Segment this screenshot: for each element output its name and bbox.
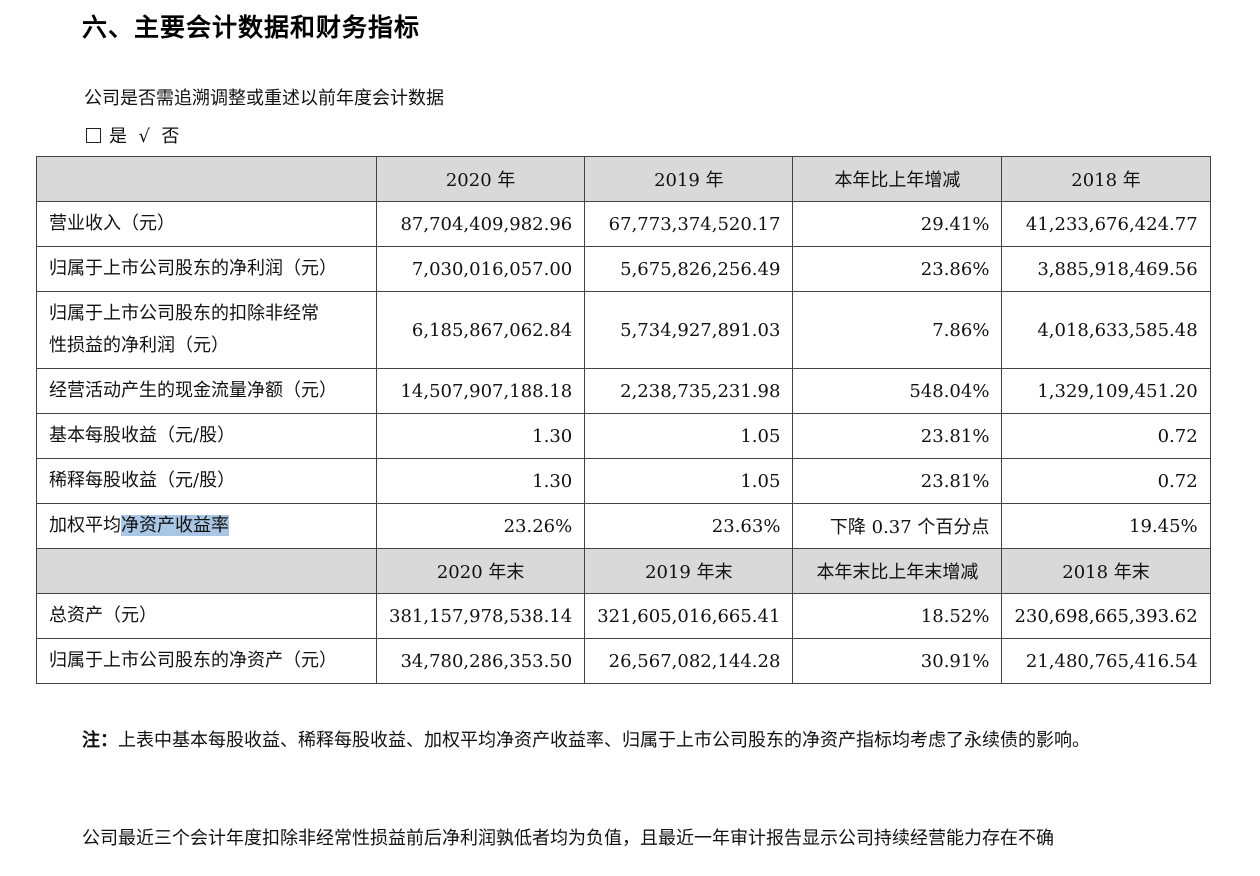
value-cell: 0.72 xyxy=(1001,413,1211,459)
value-cell: 321,605,016,665.41 xyxy=(584,593,794,639)
note-prefix: 注： xyxy=(82,730,118,751)
table-row: 归属于上市公司股东的净资产（元） 34,780,286,353.50 26,56… xyxy=(36,638,1211,684)
row-label-text: 加权平均 xyxy=(49,515,121,536)
yes-label: 是 xyxy=(109,126,127,147)
value-cell: 7.86% xyxy=(792,291,1003,369)
table-row: 基本每股收益（元/股） 1.30 1.05 23.81% 0.72 xyxy=(36,413,1211,459)
table-row: 归属于上市公司股东的净利润（元） 7,030,016,057.00 5,675,… xyxy=(36,246,1211,292)
row-label-line: 性损益的净利润（元） xyxy=(49,335,229,356)
value-cell: 23.63% xyxy=(584,503,794,549)
value-cell: 2,238,735,231.98 xyxy=(584,368,794,414)
value-cell: 6,185,867,062.84 xyxy=(375,291,586,369)
value-cell: 5,734,927,891.03 xyxy=(584,291,794,369)
value-cell: 230,698,665,393.62 xyxy=(1001,593,1211,639)
header-cell: 本年比上年增减 xyxy=(792,156,1003,202)
header-cell: 2020 年 xyxy=(375,156,586,202)
row-label: 归属于上市公司股东的净利润（元） xyxy=(36,246,377,292)
note-text: 上表中基本每股收益、稀释每股收益、加权平均净资产收益率、归属于上市公司股东的净资… xyxy=(118,730,1090,751)
table-header-row: 2020 年 2019 年 本年比上年增减 2018 年 xyxy=(36,156,1211,202)
value-cell: 1,329,109,451.20 xyxy=(1001,368,1211,414)
header-cell: 2018 年末 xyxy=(1001,548,1211,594)
value-cell: 23.81% xyxy=(792,413,1003,459)
row-label: 稀释每股收益（元/股） xyxy=(36,458,377,504)
body-paragraph: 公司最近三个会计年度扣除非经常性损益前后净利润孰低者均为负值，且最近一年审计报告… xyxy=(82,828,1054,849)
value-cell: 30.91% xyxy=(792,638,1003,684)
header-cell: 2020 年末 xyxy=(375,548,586,594)
value-cell: 34,780,286,353.50 xyxy=(375,638,586,684)
section-heading: 六、主要会计数据和财务指标 xyxy=(82,13,421,42)
row-label: 加权平均净资产收益率 xyxy=(36,503,377,549)
header-cell: 本年末比上年末增减 xyxy=(792,548,1003,594)
financial-data-table: 2020 年 2019 年 本年比上年增减 2018 年 营业收入（元） 87,… xyxy=(36,156,1211,684)
no-label: 否 xyxy=(161,126,180,147)
header-cell: 2019 年末 xyxy=(584,548,794,594)
value-cell: 23.86% xyxy=(792,246,1003,292)
highlighted-text-selection[interactable]: 净资产收益率 xyxy=(121,515,229,536)
value-cell: 21,480,765,416.54 xyxy=(1001,638,1211,684)
header-cell-empty xyxy=(36,548,377,594)
table-row: 营业收入（元） 87,704,409,982.96 67,773,374,520… xyxy=(36,201,1211,247)
table-row: 归属于上市公司股东的扣除非经常 性损益的净利润（元） 6,185,867,062.… xyxy=(36,291,1211,369)
value-cell: 381,157,978,538.14 xyxy=(375,593,586,639)
check-mark: √ xyxy=(138,126,150,147)
table-note: 注：上表中基本每股收益、稀释每股收益、加权平均净资产收益率、归属于上市公司股东的… xyxy=(82,724,1172,758)
row-label-line: 归属于上市公司股东的扣除非经常 xyxy=(49,303,319,324)
yes-checkbox[interactable] xyxy=(86,128,101,143)
row-label: 基本每股收益（元/股） xyxy=(36,413,377,459)
value-cell: 29.41% xyxy=(792,201,1003,247)
value-cell: 67,773,374,520.17 xyxy=(584,201,794,247)
row-label: 经营活动产生的现金流量净额（元） xyxy=(36,368,377,414)
value-cell: 7,030,016,057.00 xyxy=(375,246,586,292)
value-cell: 1.30 xyxy=(375,458,586,504)
value-cell: 1.05 xyxy=(584,413,794,459)
table-row: 总资产（元） 381,157,978,538.14 321,605,016,66… xyxy=(36,593,1211,639)
restatement-options: 是 √ 否 xyxy=(86,122,179,148)
value-cell: 1.05 xyxy=(584,458,794,504)
row-label: 归属于上市公司股东的扣除非经常 性损益的净利润（元） xyxy=(36,291,377,369)
value-cell: 26,567,082,144.28 xyxy=(584,638,794,684)
value-cell: 18.52% xyxy=(792,593,1003,639)
value-cell: 41,233,676,424.77 xyxy=(1001,201,1211,247)
value-cell: 23.26% xyxy=(375,503,586,549)
value-cell: 87,704,409,982.96 xyxy=(375,201,586,247)
row-label: 营业收入（元） xyxy=(36,201,377,247)
value-cell: 1.30 xyxy=(375,413,586,459)
value-cell: 23.81% xyxy=(792,458,1003,504)
value-cell: 下降 0.37 个百分点 xyxy=(792,503,1003,549)
value-cell: 548.04% xyxy=(792,368,1003,414)
table-row: 稀释每股收益（元/股） 1.30 1.05 23.81% 0.72 xyxy=(36,458,1211,504)
header-cell-empty xyxy=(36,156,377,202)
table-row: 加权平均净资产收益率 23.26% 23.63% 下降 0.37 个百分点 19… xyxy=(36,503,1211,549)
row-label: 总资产（元） xyxy=(36,593,377,639)
value-cell: 3,885,918,469.56 xyxy=(1001,246,1211,292)
row-label: 归属于上市公司股东的净资产（元） xyxy=(36,638,377,684)
restatement-question: 公司是否需追溯调整或重述以前年度会计数据 xyxy=(84,88,444,109)
value-cell: 19.45% xyxy=(1001,503,1211,549)
table-row: 经营活动产生的现金流量净额（元） 14,507,907,188.18 2,238… xyxy=(36,368,1211,414)
header-cell: 2019 年 xyxy=(584,156,794,202)
value-cell: 4,018,633,585.48 xyxy=(1001,291,1211,369)
table-header-row: 2020 年末 2019 年末 本年末比上年末增减 2018 年末 xyxy=(36,548,1211,594)
value-cell: 0.72 xyxy=(1001,458,1211,504)
value-cell: 14,507,907,188.18 xyxy=(375,368,586,414)
value-cell: 5,675,826,256.49 xyxy=(584,246,794,292)
header-cell: 2018 年 xyxy=(1001,156,1211,202)
